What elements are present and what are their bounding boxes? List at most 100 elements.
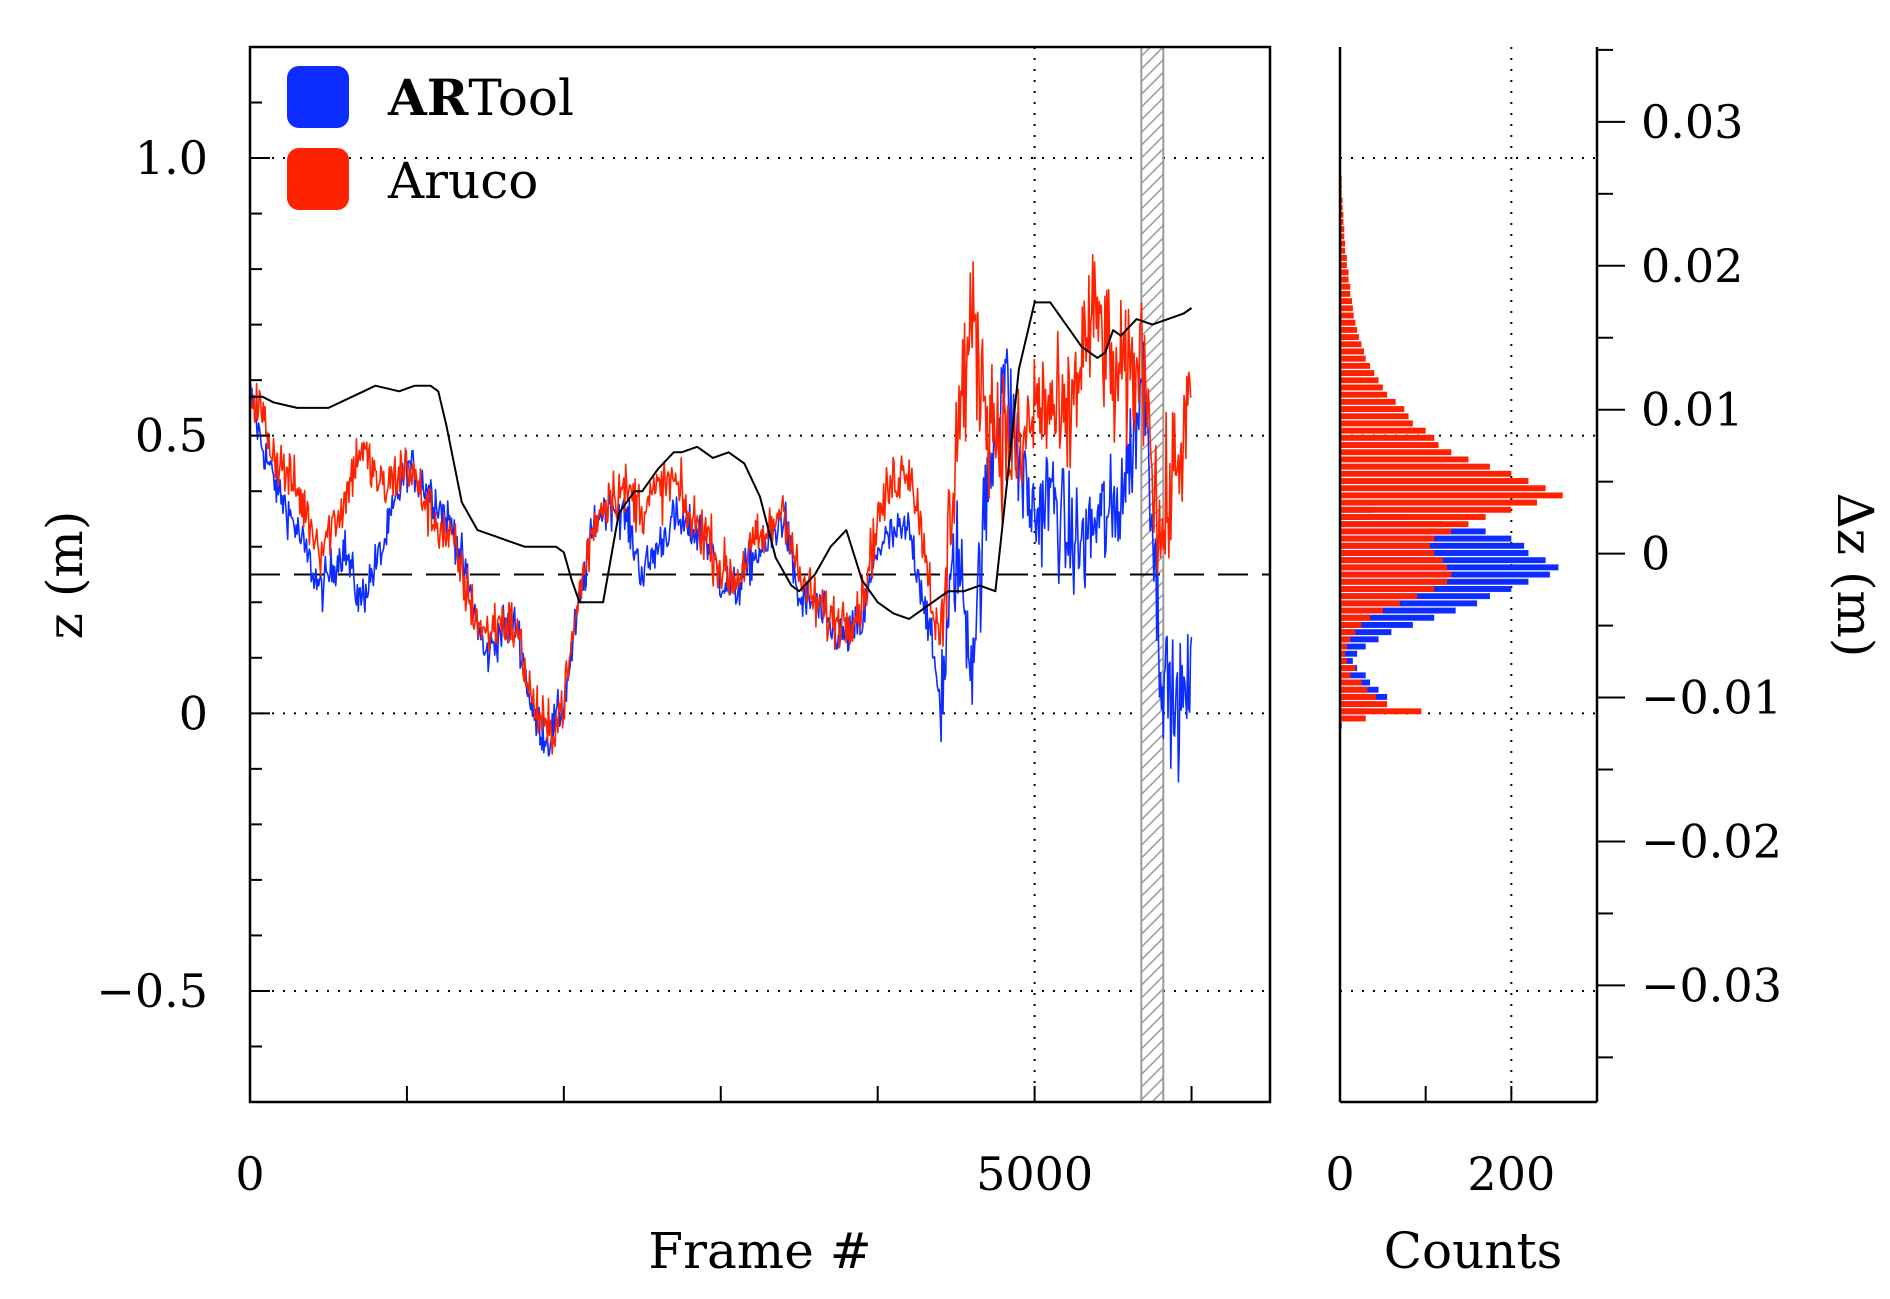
hist-bar-aruco-9 bbox=[1340, 650, 1346, 657]
hist-ytick-label-4: −0.01 bbox=[1641, 671, 1782, 725]
hist-bar-artool-11 bbox=[1340, 643, 1366, 650]
hist-bar-aruco-25 bbox=[1340, 535, 1435, 542]
main-ytick-label-3: −0.5 bbox=[96, 964, 208, 1018]
hist-bar-aruco-46 bbox=[1340, 384, 1383, 391]
hist-bar-aruco-11 bbox=[1340, 636, 1351, 643]
hist-bar-aruco-8 bbox=[1340, 657, 1347, 664]
hist-bar-aruco-52 bbox=[1340, 341, 1362, 348]
hist-bar-aruco-37 bbox=[1340, 449, 1452, 456]
hist-bar-aruco-0 bbox=[1340, 715, 1366, 722]
hist-bar-aruco-62 bbox=[1340, 269, 1349, 276]
y-axis-label-z: z (m) bbox=[36, 511, 94, 640]
hist-bar-aruco-1 bbox=[1340, 708, 1422, 715]
main-axes-border bbox=[248, 45, 1272, 1104]
legend-label-artool: ARTool bbox=[387, 68, 574, 127]
hist-xtick-label-1: 200 bbox=[1467, 1147, 1555, 1201]
hist-bar-aruco-16 bbox=[1340, 600, 1400, 607]
hist-bar-aruco-64 bbox=[1340, 254, 1347, 261]
hist-bar-aruco-40 bbox=[1340, 427, 1426, 434]
main-series-layer bbox=[250, 253, 1193, 783]
hist-bars-layer bbox=[1340, 154, 1563, 729]
main-ytick-label-2: 0 bbox=[179, 686, 208, 740]
hist-bar-aruco-28 bbox=[1340, 514, 1486, 520]
hist-bar-aruco-29 bbox=[1340, 506, 1512, 513]
series-line-mean bbox=[250, 301, 1193, 620]
hist-bar-aruco-71 bbox=[1340, 204, 1343, 211]
hist-bar-aruco-57 bbox=[1340, 305, 1353, 312]
hist-bar-aruco-63 bbox=[1340, 262, 1347, 269]
hist-bar-aruco-19 bbox=[1340, 578, 1448, 585]
hist-bar-artool-16 bbox=[1340, 607, 1456, 614]
main-axes-frame bbox=[248, 45, 1272, 1104]
main-tick-marks bbox=[249, 46, 1193, 1103]
hist-bar-aruco-38 bbox=[1340, 442, 1439, 448]
main-tick-labels: 1.0 0.5 0 −0.5 0 5000 bbox=[96, 131, 1093, 1201]
hist-bar-aruco-58 bbox=[1340, 298, 1352, 305]
hist-bar-aruco-18 bbox=[1340, 586, 1435, 592]
hist-bar-aruco-42 bbox=[1340, 413, 1409, 420]
hist-bar-artool-25 bbox=[1340, 542, 1525, 549]
hist-bar-aruco-20 bbox=[1340, 571, 1452, 578]
hist-bar-aruco-43 bbox=[1340, 406, 1405, 413]
hist-bar-artool-24 bbox=[1340, 550, 1529, 556]
main-xtick-label-1: 5000 bbox=[976, 1147, 1093, 1201]
hist-bar-aruco-24 bbox=[1340, 542, 1430, 549]
hist-ytick-label-3: 0 bbox=[1641, 527, 1670, 581]
hist-bar-aruco-6 bbox=[1340, 672, 1351, 679]
legend-swatch-aruco bbox=[287, 148, 349, 210]
hist-bar-aruco-69 bbox=[1340, 218, 1344, 225]
main-ytick-label-1: 0.5 bbox=[135, 409, 208, 463]
hist-ytick-label-1: 0.02 bbox=[1641, 239, 1743, 293]
hist-bar-artool-12 bbox=[1340, 636, 1379, 643]
hist-bar-aruco-34 bbox=[1340, 470, 1512, 477]
hist-xtick-label-0: 0 bbox=[1325, 1147, 1354, 1201]
legend-swatch-artool bbox=[287, 66, 349, 128]
hist-bar-aruco-41 bbox=[1340, 420, 1413, 427]
main-xtick-label-0: 0 bbox=[235, 1147, 264, 1201]
legend-label-aruco-text: Aruco bbox=[387, 152, 538, 210]
hist-bar-aruco-30 bbox=[1340, 499, 1538, 506]
hist-bar-aruco-27 bbox=[1340, 521, 1469, 528]
hist-bar-aruco-12 bbox=[1340, 629, 1356, 636]
hist-bar-artool-22 bbox=[1340, 564, 1559, 571]
hist-bar-aruco-4 bbox=[1340, 686, 1368, 693]
hist-bar-artool-14 bbox=[1340, 621, 1413, 628]
main-plot-panel: 1.0 0.5 0 −0.5 0 5000 ARTool Aruco Frame # z … bbox=[36, 45, 1272, 1280]
x-axis-label-frame: Frame # bbox=[648, 1222, 871, 1280]
legend: ARTool Aruco bbox=[287, 66, 574, 210]
hist-bar-artool-13 bbox=[1340, 629, 1392, 636]
hist-ytick-label-6: −0.03 bbox=[1641, 958, 1782, 1012]
hist-bar-aruco-39 bbox=[1340, 434, 1435, 441]
hist-bar-aruco-65 bbox=[1340, 247, 1346, 254]
hist-bar-aruco-49 bbox=[1340, 362, 1370, 369]
hist-bar-aruco-33 bbox=[1340, 478, 1529, 484]
hist-bar-aruco-15 bbox=[1340, 607, 1383, 614]
hist-bar-aruco-55 bbox=[1340, 319, 1356, 326]
hist-bar-aruco-48 bbox=[1340, 370, 1375, 377]
hist-ytick-label-0: 0.03 bbox=[1641, 95, 1743, 149]
hist-bar-aruco-47 bbox=[1340, 377, 1379, 384]
hist-tick-labels: 0.03 0.02 0.01 0 −0.01 −0.02 −0.03 0 200 bbox=[1325, 95, 1782, 1201]
hist-bar-aruco-67 bbox=[1340, 233, 1345, 240]
hist-bar-aruco-2 bbox=[1340, 701, 1388, 708]
histogram-panel: 0.030.020.010−0.01−0.02−0.030 200 Counts … bbox=[1325, 47, 1884, 1280]
hist-bar-aruco-35 bbox=[1340, 463, 1490, 470]
hist-bar-artool-17 bbox=[1340, 600, 1478, 607]
hist-bar-aruco-7 bbox=[1340, 665, 1356, 672]
hist-bar-aruco-44 bbox=[1340, 398, 1396, 405]
hist-bar-artool-10 bbox=[1340, 650, 1358, 657]
hist-axes-frame bbox=[1338, 47, 1599, 1104]
hist-ytick-label-5: −0.02 bbox=[1641, 814, 1782, 868]
hist-bar-aruco-14 bbox=[1340, 614, 1370, 621]
main-ytick-label-0: 1.0 bbox=[135, 131, 208, 185]
hist-bar-aruco-59 bbox=[1340, 290, 1351, 297]
hist-bar-aruco-45 bbox=[1340, 391, 1388, 398]
hist-bar-aruco-13 bbox=[1340, 621, 1362, 628]
hist-bar-aruco-10 bbox=[1340, 643, 1347, 650]
hist-bar-aruco-66 bbox=[1340, 240, 1346, 247]
hist-bar-aruco-61 bbox=[1340, 276, 1349, 283]
x-axis-label-counts: Counts bbox=[1384, 1222, 1563, 1280]
hist-bar-aruco-5 bbox=[1340, 679, 1362, 686]
hist-bar-aruco-36 bbox=[1340, 456, 1469, 463]
